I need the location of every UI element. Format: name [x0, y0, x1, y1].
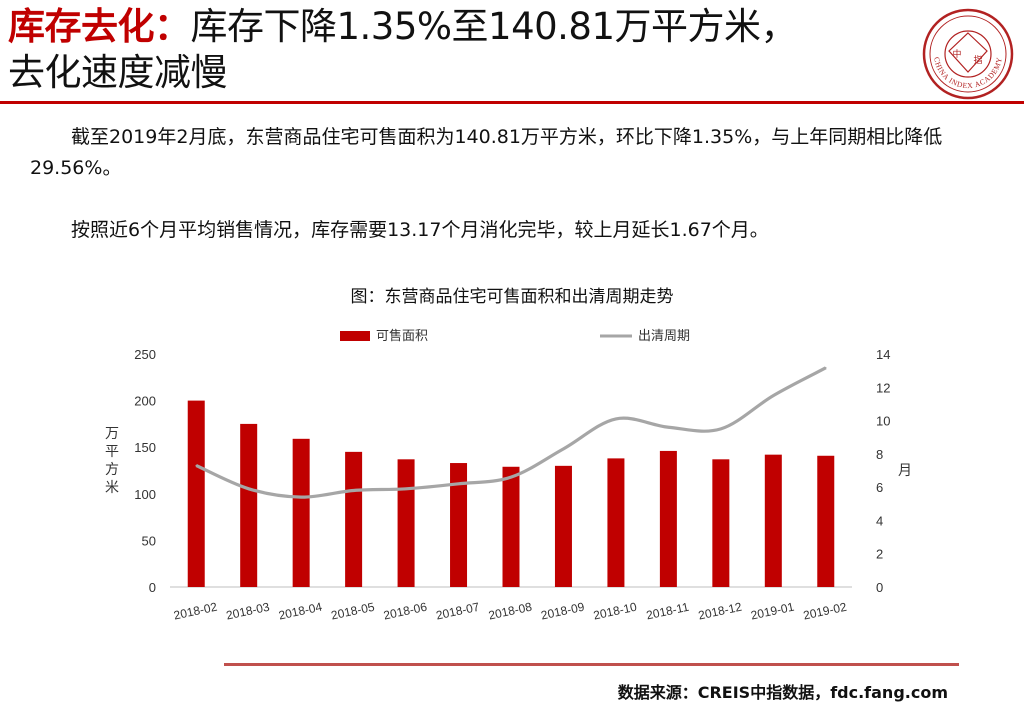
y-axis-left-label-char: 方 — [105, 461, 119, 477]
x-tick-label: 2018-03 — [225, 600, 271, 623]
chart-legend: 可售面积 出清周期 — [340, 328, 690, 343]
bar — [607, 458, 625, 587]
y-axis-left-label-char: 万 — [105, 425, 119, 441]
y-left-tick-label: 50 — [142, 533, 156, 548]
chart: 可售面积 出清周期 万平方米 月 0 50 100 150 200 250 0 2 4 6 8 10 1… — [105, 328, 912, 623]
bar — [240, 423, 258, 587]
title-line-2: 去化速度减慢 — [8, 51, 228, 94]
bar — [397, 459, 415, 587]
y-axis-left-label-char: 平 — [105, 443, 119, 459]
x-tick-label: 2018-12 — [697, 600, 743, 623]
x-tick-label: 2018-07 — [435, 600, 481, 623]
x-tick-label: 2018-02 — [172, 600, 218, 623]
x-tick-label: 2018-10 — [592, 600, 638, 623]
line-point — [720, 428, 722, 430]
footer-divider — [224, 663, 959, 666]
y-left-tick-label: 150 — [134, 440, 156, 455]
bar — [187, 400, 205, 587]
logo-center-right: 指 — [973, 54, 982, 66]
y-right-tick-label: 4 — [876, 513, 883, 528]
title-line-1-text: 库存下降1.35%至140.81万平方米， — [190, 5, 798, 48]
x-tick-label: 2018-09 — [540, 600, 586, 623]
y-axis-left-label: 万平方米 — [105, 425, 119, 495]
line-point — [457, 483, 460, 485]
x-tick-label: 2018-04 — [277, 600, 323, 623]
bar — [554, 465, 572, 587]
y-right-tick-label: 14 — [876, 347, 890, 362]
y-right-tick-label: 6 — [876, 480, 883, 495]
bar — [345, 451, 363, 587]
line-point — [247, 488, 250, 490]
line-point — [300, 496, 302, 498]
title-line-1: 库存去化：库存下降1.35%至140.81万平方米， — [8, 4, 908, 50]
y-right-tick-label: 8 — [876, 447, 883, 462]
y-left-tick-label: 100 — [134, 487, 156, 502]
y-left-tick-label: 0 — [149, 580, 156, 595]
line-point — [772, 394, 775, 397]
y-right-tick-label: 12 — [876, 380, 890, 395]
x-tick-label: 2018-08 — [487, 600, 533, 623]
bar — [659, 450, 677, 587]
data-source: 数据来源：CREIS中指数据，fdc.fang.com — [617, 683, 948, 702]
logo-ring-text: CHINA INDEX ACADEMY — [932, 56, 1003, 90]
title-accent: 库存去化： — [8, 5, 191, 48]
y-axis-right-label: 月 — [898, 462, 912, 478]
x-tick-label: 2018-05 — [330, 600, 376, 623]
y-right-tick-label: 0 — [876, 580, 883, 595]
academy-logo: 中 指 CHINA INDEX ACADEMY — [922, 8, 1014, 100]
legend-bar-swatch — [340, 331, 370, 341]
bar — [817, 455, 835, 587]
y-left-tick-label: 200 — [134, 394, 156, 409]
page-title: 库存去化：库存下降1.35%至140.81万平方米， 去化速度减慢 — [8, 4, 908, 96]
y-right-tick-label: 2 — [876, 547, 883, 562]
line-point — [615, 418, 617, 420]
bar — [502, 466, 520, 587]
header-divider — [0, 101, 1024, 104]
bar — [764, 454, 782, 587]
chart-title: 图：东营商品住宅可售面积和出清周期走势 — [350, 287, 674, 307]
legend-line-label: 出清周期 — [638, 328, 690, 343]
x-tick-label: 2018-11 — [645, 600, 690, 623]
bar — [712, 459, 730, 587]
x-tick-label: 2019-02 — [802, 600, 848, 623]
y-right-tick-label: 10 — [876, 414, 890, 429]
line-point — [352, 489, 355, 492]
x-tick-label: 2019-01 — [749, 600, 795, 623]
paragraph-inventory: 截至2019年2月底，东营商品住宅可售面积为140.81万平方米，环比下降1.3… — [30, 126, 943, 179]
line-point — [824, 367, 827, 369]
logo-center-left: 中 — [952, 48, 961, 60]
paragraph-cycle: 按照近6个月平均销售情况，库存需要13.17个月消化完毕，较上月延长1.67个月… — [71, 219, 769, 241]
y-left-tick-label: 250 — [134, 347, 156, 362]
line-point — [510, 476, 512, 478]
y-axis-left-label-char: 米 — [105, 479, 119, 495]
line-point — [562, 448, 565, 450]
line-point — [195, 464, 198, 467]
bar — [292, 438, 310, 587]
line-point — [667, 426, 670, 429]
legend-bar-label: 可售面积 — [376, 328, 428, 343]
line-point — [405, 488, 407, 490]
x-tick-label: 2018-06 — [382, 600, 428, 623]
svg-text:CHINA INDEX ACADEMY: CHINA INDEX ACADEMY — [932, 56, 1004, 90]
bar — [450, 463, 468, 587]
